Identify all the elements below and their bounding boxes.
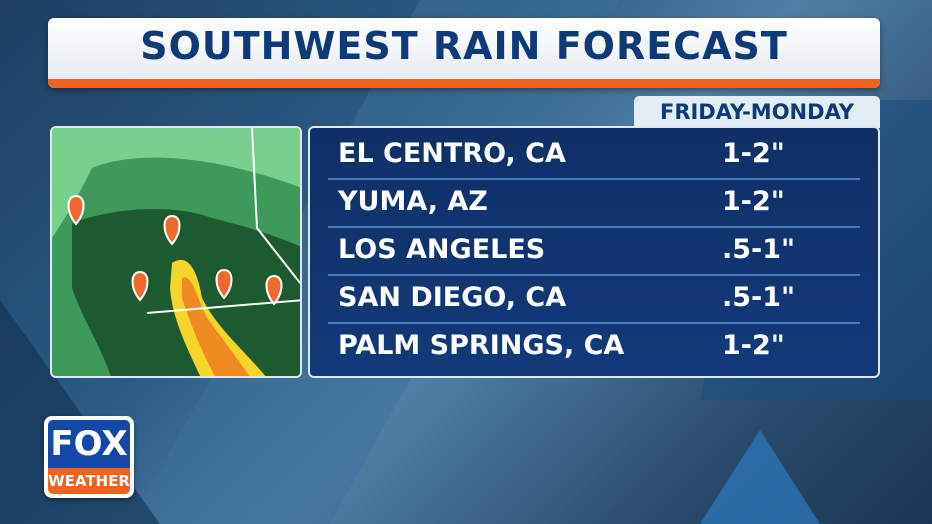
city: LOS ANGELES	[338, 234, 546, 265]
rain-amount: 1-2"	[722, 186, 785, 217]
city: EL CENTRO, CA	[338, 138, 566, 169]
forecast-table: EL CENTRO, CA 1-2" YUMA, AZ 1-2" LOS ANGELES…	[308, 126, 880, 378]
logo-bottom: WEATHER	[48, 468, 130, 494]
rain-amount: 1-2"	[722, 138, 785, 169]
table-row: PALM SPRINGS, CA 1-2"	[310, 324, 878, 372]
row-separator	[328, 274, 860, 276]
table-row: YUMA, AZ 1-2"	[310, 180, 878, 228]
row-separator	[328, 226, 860, 228]
title-banner: SOUTHWEST RAIN FORECAST	[48, 18, 880, 88]
rain-amount: .5-1"	[722, 234, 796, 265]
table-row: SAN DIEGO, CA .5-1"	[310, 276, 878, 324]
logo: FOX WEATHER	[44, 416, 134, 498]
rain-amount: 1-2"	[722, 330, 785, 361]
table-row: LOS ANGELES .5-1"	[310, 228, 878, 276]
table-row: EL CENTRO, CA 1-2"	[310, 132, 878, 180]
row-separator	[328, 178, 860, 180]
rain-amount: .5-1"	[722, 282, 796, 313]
city: PALM SPRINGS, CA	[338, 330, 625, 361]
subtitle-tab: FRIDAY-MONDAY	[634, 96, 880, 128]
map	[50, 126, 302, 378]
map-svg	[52, 128, 300, 376]
city: YUMA, AZ	[338, 186, 488, 217]
logo-top: FOX	[48, 420, 130, 468]
row-separator	[328, 322, 860, 324]
city: SAN DIEGO, CA	[338, 282, 567, 313]
title: SOUTHWEST RAIN FORECAST	[140, 24, 788, 68]
